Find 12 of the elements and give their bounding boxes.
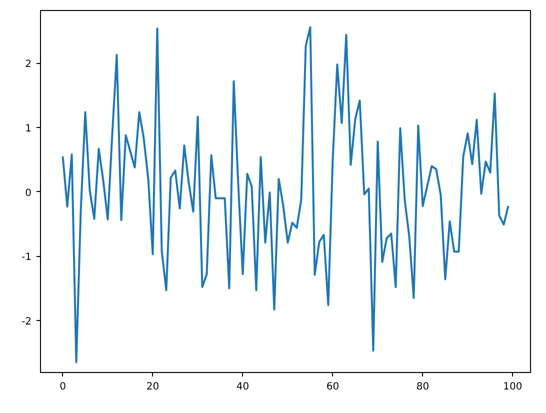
y-tick-label: 0	[25, 188, 32, 199]
y-tick-label: -2	[22, 316, 32, 328]
x-tick-label: 20	[146, 382, 160, 392]
x-tick-label: 60	[326, 382, 340, 392]
line-series	[62, 26, 510, 364]
x-tick-label: 40	[236, 382, 250, 392]
y-tick-label: 1	[25, 124, 32, 135]
y-tick-label: -1	[22, 252, 32, 264]
x-tick-label: 100	[503, 382, 522, 392]
x-tick-label: 80	[416, 382, 430, 392]
x-tick-label: 0	[60, 382, 66, 392]
y-tick-label: 2	[25, 59, 32, 70]
